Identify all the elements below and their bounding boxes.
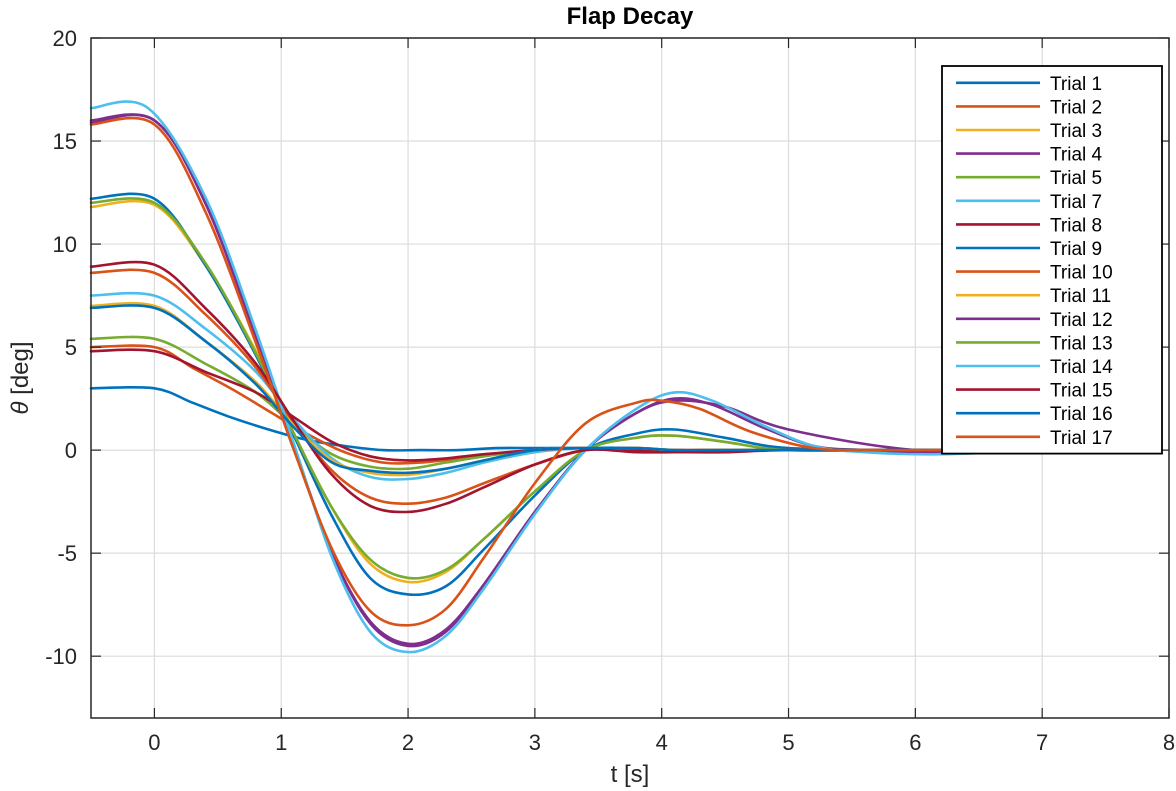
y-axis-label-symbol: θ xyxy=(7,402,34,415)
legend-label: Trial 12 xyxy=(1050,310,1113,331)
legend-entry: Trial 4 xyxy=(956,145,1103,166)
legend-label: Trial 5 xyxy=(1050,168,1102,189)
y-tick-label: 10 xyxy=(53,232,77,257)
y-tick-label: 0 xyxy=(65,438,77,463)
legend-label: Trial 13 xyxy=(1050,333,1113,354)
axes-box xyxy=(90,37,1170,719)
legend-entry: Trial 1 xyxy=(956,74,1102,95)
legend-label: Trial 11 xyxy=(1050,286,1111,307)
x-tick-label: 4 xyxy=(656,730,668,755)
series-line-trial-12 xyxy=(89,113,1044,646)
legend-label: Trial 15 xyxy=(1050,381,1113,402)
legend-label: Trial 14 xyxy=(1050,357,1113,378)
x-axis-label: t [s] xyxy=(611,761,650,788)
series-line-trial-16 xyxy=(89,304,1044,475)
legend-label: Trial 3 xyxy=(1050,121,1102,142)
x-tick-label: 2 xyxy=(402,730,414,755)
series-line-trial-14 xyxy=(89,100,1044,654)
x-tick-label: 6 xyxy=(909,730,921,755)
legend-entry: Trial 2 xyxy=(956,97,1102,118)
legend-entry: Trial 12 xyxy=(956,310,1113,331)
chart-title: Flap Decay xyxy=(567,3,694,30)
legend-label: Trial 17 xyxy=(1050,428,1113,449)
legend-label: Trial 8 xyxy=(1050,215,1102,236)
legend-label: Trial 16 xyxy=(1050,404,1113,425)
x-tick-label: 5 xyxy=(782,730,794,755)
legend-entry: Trial 3 xyxy=(956,121,1102,142)
legend-entry: Trial 15 xyxy=(956,381,1113,402)
legend-entry: Trial 17 xyxy=(956,428,1113,449)
legend-label: Trial 7 xyxy=(1050,192,1102,213)
legend-entry: Trial 11 xyxy=(956,286,1111,307)
y-axis-label-unit: [deg] xyxy=(7,341,34,401)
legend-label: Trial 9 xyxy=(1050,239,1102,260)
legend-entry: Trial 7 xyxy=(956,192,1102,213)
y-tick-label: 15 xyxy=(53,129,77,154)
legend-label: Trial 4 xyxy=(1050,145,1103,166)
legend-entry: Trial 14 xyxy=(956,357,1113,378)
legend-entry: Trial 8 xyxy=(956,215,1102,236)
y-tick-label: -10 xyxy=(45,644,77,669)
y-tick-label: 20 xyxy=(53,26,77,51)
legend-entry: Trial 10 xyxy=(956,263,1113,284)
series-line-trial-13 xyxy=(89,197,1044,580)
y-axis-label: θ [deg] xyxy=(7,341,34,414)
legend-entry: Trial 9 xyxy=(956,239,1102,260)
x-tick-label: 1 xyxy=(275,730,287,755)
ticks: 0 1 2 3 4 5 6 7 8 -10 -5 0 5 10 15 20 xyxy=(45,26,1175,755)
legend-label: Trial 10 xyxy=(1050,263,1113,284)
series-lines xyxy=(89,100,1044,654)
legend-label: Trial 2 xyxy=(1050,97,1102,118)
x-tick-label: 0 xyxy=(148,730,160,755)
legend-label: Trial 1 xyxy=(1050,74,1102,95)
legend-entry: Trial 5 xyxy=(956,168,1102,189)
legend-entry: Trial 16 xyxy=(956,404,1113,425)
x-tick-label: 8 xyxy=(1163,730,1175,755)
y-tick-label: -5 xyxy=(57,541,77,566)
series-line-trial-17 xyxy=(89,116,1044,627)
x-tick-label: 3 xyxy=(529,730,541,755)
legend-entry: Trial 13 xyxy=(956,333,1113,354)
y-tick-label: 5 xyxy=(65,335,77,360)
x-tick-label: 7 xyxy=(1036,730,1048,755)
